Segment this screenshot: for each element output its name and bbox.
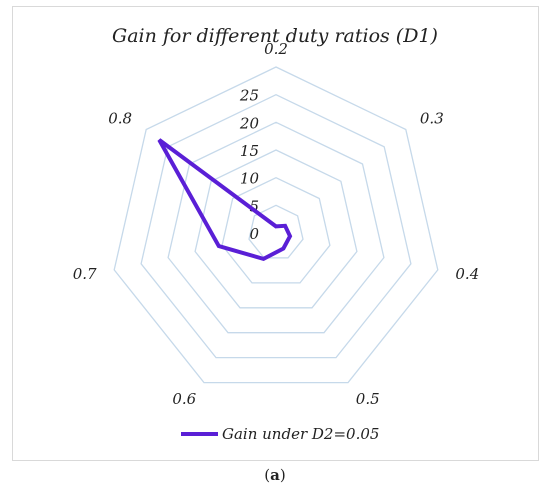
grid-ring-4 [167,121,385,334]
grid-ring-5 [140,93,412,359]
category-label-0.3: 0.3 [420,109,444,127]
category-label-0.8: 0.8 [108,109,132,127]
radial-tick-0: 0 [249,225,259,243]
radial-tick-labels: 0 5 10 15 20 25 [239,87,260,243]
radial-tick-20: 20 [239,114,260,132]
radar-grid [113,66,439,384]
series-line-1 [157,138,293,262]
category-label-0.4: 0.4 [455,265,479,283]
category-label-0.2: 0.2 [264,40,288,58]
legend-label: Gain under D2=0.05 [222,425,379,443]
radial-tick-5: 5 [249,197,259,215]
grid-ring-3 [194,149,358,309]
grid-ring-6 [113,66,439,384]
chart-title: Gain for different duty ratios (D1) [112,25,438,47]
figure-caption: (a) [0,466,550,484]
radial-tick-15: 15 [240,142,259,160]
caption-open: ( [264,466,271,484]
legend: Gain under D2=0.05 [181,425,379,443]
caption-letter: a [270,466,280,484]
series-layer [157,138,293,262]
category-label-0.7: 0.7 [73,265,97,283]
radial-tick-25: 25 [239,87,259,105]
caption-close: ) [279,466,286,484]
category-label-0.6: 0.6 [172,390,196,408]
category-label-0.5: 0.5 [356,390,380,408]
chart-frame [12,6,539,461]
category-labels: 0.2 0.3 0.4 0.5 0.6 0.7 0.8 [73,40,480,408]
grid-ring-2 [221,176,331,284]
radial-tick-10: 10 [240,170,260,188]
grid-ring-1 [248,204,304,259]
